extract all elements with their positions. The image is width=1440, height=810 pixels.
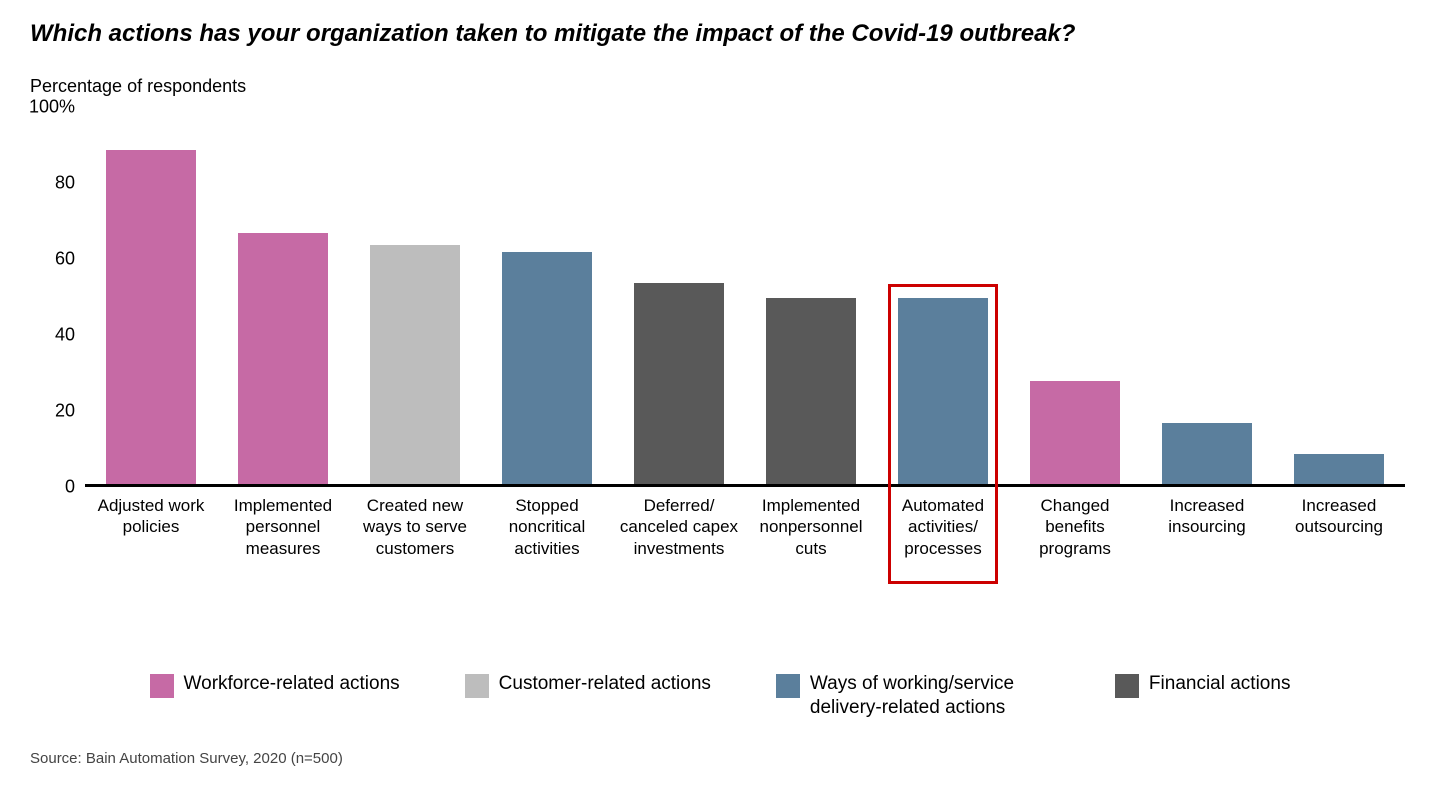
bar-slot: [481, 107, 613, 484]
y-tick: 60: [55, 249, 75, 270]
bar: [238, 233, 328, 484]
legend-label: Ways of working/service delivery-related…: [810, 672, 1050, 720]
x-axis-label: Created new ways to serve customers: [349, 495, 481, 559]
x-axis-label: Automated activities/processes: [877, 495, 1009, 559]
bar: [1030, 381, 1120, 484]
y-axis: 020406080100%: [30, 107, 85, 577]
bar-slot: [1009, 107, 1141, 484]
chart-subtitle: Percentage of respondents: [30, 76, 1410, 97]
x-axis-label: Implemented personnel measures: [217, 495, 349, 559]
bar-slot: [217, 107, 349, 484]
bar-slot: [1273, 107, 1405, 484]
bar: [1294, 454, 1384, 484]
legend-item: Workforce-related actions: [150, 672, 400, 698]
legend-swatch: [776, 674, 800, 698]
bar-slot: [349, 107, 481, 484]
y-tick: 40: [55, 325, 75, 346]
legend: Workforce-related actions Customer-relate…: [30, 672, 1410, 720]
bar-slot: [745, 107, 877, 484]
source-text: Source: Bain Automation Survey, 2020 (n=…: [30, 750, 1410, 767]
legend-item: Financial actions: [1115, 672, 1291, 698]
y-tick: 80: [55, 173, 75, 194]
bar: [1162, 423, 1252, 484]
x-axis-label: Stopped noncritical activities: [481, 495, 613, 559]
legend-swatch: [1115, 674, 1139, 698]
legend-swatch: [465, 674, 489, 698]
bar: [370, 245, 460, 484]
bar-slot: [613, 107, 745, 484]
x-axis-label: Changed benefits programs: [1009, 495, 1141, 559]
x-axis-label: Adjusted work policies: [85, 495, 217, 559]
y-tick: 100%: [29, 97, 75, 118]
bar-slot: [85, 107, 217, 484]
legend-item: Ways of working/service delivery-related…: [776, 672, 1050, 720]
chart-title: Which actions has your organization take…: [30, 20, 1410, 48]
x-axis-label: Implemented nonpersonnel cuts: [745, 495, 877, 559]
bar: [766, 298, 856, 484]
bar-slot: [877, 107, 1009, 484]
x-axis-label: Increased insourcing: [1141, 495, 1273, 559]
x-axis-label: Deferred/canceled capex investments: [613, 495, 745, 559]
y-tick: 20: [55, 401, 75, 422]
legend-label: Workforce-related actions: [184, 672, 400, 696]
bar: [106, 150, 196, 484]
bars-row: [85, 107, 1405, 484]
bar: [502, 252, 592, 484]
chart-container: 020406080100% Adjusted work policiesImpl…: [30, 107, 1410, 577]
bar: [634, 283, 724, 484]
bar-slot: [1141, 107, 1273, 484]
legend-swatch: [150, 674, 174, 698]
bar: [898, 298, 988, 484]
x-axis-labels: Adjusted work policiesImplemented person…: [85, 495, 1405, 559]
legend-label: Financial actions: [1149, 672, 1291, 696]
y-tick: 0: [65, 477, 75, 498]
plot-area: [85, 107, 1405, 487]
legend-label: Customer-related actions: [499, 672, 711, 696]
legend-item: Customer-related actions: [465, 672, 711, 698]
x-axis-label: Increased outsourcing: [1273, 495, 1405, 559]
